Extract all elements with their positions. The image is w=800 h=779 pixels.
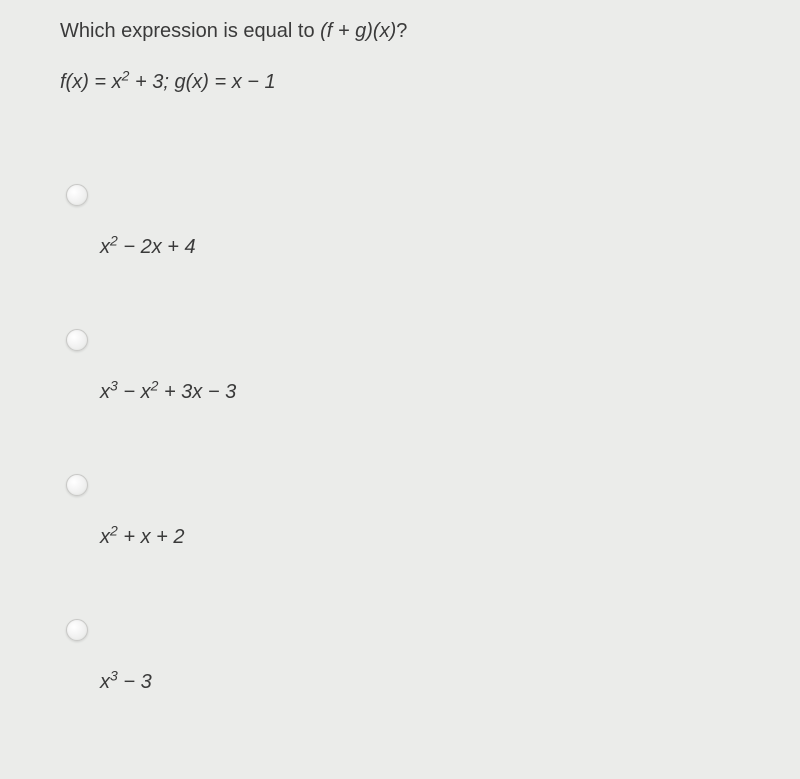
- function-definitions: f(x) = x2 + 3; g(x) = x − 1: [60, 71, 740, 94]
- prompt-post: ?: [396, 20, 407, 42]
- option-b-expression: x3 − x2 + 3x − 3: [60, 381, 740, 404]
- option-a: x2 − 2x + 4: [60, 184, 740, 259]
- prompt-expression: (f + g)(x): [320, 20, 396, 42]
- option-b: x3 − x2 + 3x − 3: [60, 329, 740, 404]
- option-c-expression: x2 + x + 2: [60, 526, 740, 549]
- option-d: x3 − 3: [60, 619, 740, 694]
- question-prompt: Which expression is equal to (f + g)(x)?: [60, 20, 740, 43]
- option-d-expression: x3 − 3: [60, 671, 740, 694]
- radio-button-d[interactable]: [66, 619, 88, 641]
- option-a-expression: x2 − 2x + 4: [60, 236, 740, 259]
- radio-button-c[interactable]: [66, 474, 88, 496]
- option-c: x2 + x + 2: [60, 474, 740, 549]
- radio-button-b[interactable]: [66, 329, 88, 351]
- prompt-pre: Which expression is equal to: [60, 20, 320, 42]
- radio-button-a[interactable]: [66, 184, 88, 206]
